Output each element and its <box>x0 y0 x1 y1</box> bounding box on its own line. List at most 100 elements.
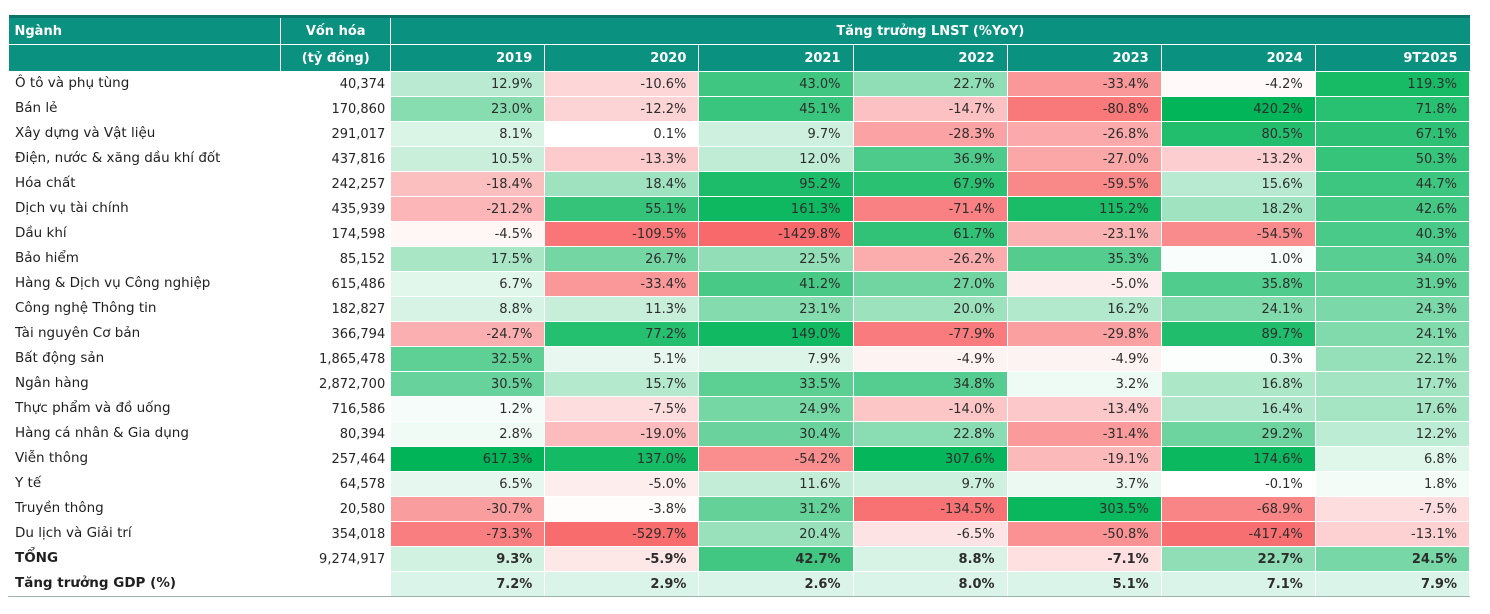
sector-row: Y tế 64,578 6.5% -5.0% 11.6% 9.7% 3.7% -0.1% 1.8… <box>7 471 1471 497</box>
growth-value-cell: -13.4% <box>1006 396 1162 422</box>
column-header-year-2020: 2020 <box>544 44 699 72</box>
total-growth-cell: 9.3% <box>390 546 546 572</box>
growth-value-cell: 1.2% <box>390 396 546 422</box>
growth-value-cell: -529.7% <box>544 521 700 547</box>
sector-row: Bảo hiểm 85,152 17.5% 26.7% 22.5% -26.2% 35.3%… <box>7 246 1471 272</box>
market-cap-cell: 366,794 <box>280 321 392 347</box>
growth-value-cell: -7.5% <box>1314 496 1471 522</box>
growth-value-cell: 29.2% <box>1160 421 1316 447</box>
market-cap-cell: 64,578 <box>280 471 392 497</box>
growth-value-cell: -417.4% <box>1160 521 1316 547</box>
gdp-label-cell: Tăng trưởng GDP (%) <box>7 571 392 597</box>
growth-value-cell: 9.7% <box>698 121 854 147</box>
sector-name-cell: Thực phẩm và đồ uống <box>7 396 282 422</box>
growth-value-cell: 18.2% <box>1160 196 1316 222</box>
total-growth-cell: -7.1% <box>1006 546 1162 572</box>
growth-value-cell: 149.0% <box>698 321 854 347</box>
growth-value-cell: -1429.8% <box>698 221 854 247</box>
growth-value-cell: -134.5% <box>852 496 1008 522</box>
sector-name-cell: Bảo hiểm <box>7 246 282 272</box>
growth-value-cell: 11.6% <box>698 471 854 497</box>
growth-value-cell: 31.9% <box>1314 271 1471 297</box>
growth-value-cell: 15.7% <box>544 371 700 397</box>
growth-value-cell: 33.5% <box>698 371 854 397</box>
growth-value-cell: 6.7% <box>390 271 546 297</box>
market-cap-cell: 182,827 <box>280 296 392 322</box>
growth-value-cell: 89.7% <box>1160 321 1316 347</box>
gdp-growth-row: Tăng trưởng GDP (%) 7.2% 2.9% 2.6% 8.0% 5.1% 7… <box>7 571 1471 597</box>
growth-value-cell: -71.4% <box>852 196 1008 222</box>
growth-value-cell: 0.1% <box>544 121 700 147</box>
growth-value-cell: -0.1% <box>1160 471 1316 497</box>
growth-value-cell: -4.2% <box>1160 71 1316 97</box>
growth-value-cell: 17.6% <box>1314 396 1471 422</box>
growth-value-cell: 23.1% <box>698 296 854 322</box>
growth-value-cell: 161.3% <box>698 196 854 222</box>
gdp-value-cell: 7.2% <box>390 571 546 597</box>
growth-value-cell: -26.2% <box>852 246 1008 272</box>
sector-name-cell: Du lịch và Giải trí <box>7 521 282 547</box>
growth-value-cell: -23.1% <box>1006 221 1162 247</box>
sector-row: Hàng & Dịch vụ Công nghiệp 615,486 6.7% -33… <box>7 271 1471 297</box>
growth-value-cell: -4.5% <box>390 221 546 247</box>
growth-value-cell: 30.4% <box>698 421 854 447</box>
growth-value-cell: 9.7% <box>852 471 1008 497</box>
growth-value-cell: 5.1% <box>544 346 700 372</box>
growth-value-cell: -24.7% <box>390 321 546 347</box>
growth-value-cell: -73.3% <box>390 521 546 547</box>
growth-value-cell: -13.3% <box>544 146 700 172</box>
growth-value-cell: -54.2% <box>698 446 854 472</box>
growth-value-cell: 24.9% <box>698 396 854 422</box>
growth-value-cell: 2.8% <box>390 421 546 447</box>
market-cap-cell: 257,464 <box>280 446 392 472</box>
sector-row: Hóa chất 242,257 -18.4% 18.4% 95.2% 67.9% -59.… <box>7 171 1471 197</box>
growth-value-cell: -18.4% <box>390 171 546 197</box>
sector-row: Thực phẩm và đồ uống 716,586 1.2% -7.5% 24.9… <box>7 396 1471 422</box>
sector-row: Du lịch và Giải trí 354,018 -73.3% -529.7% 2… <box>7 521 1471 547</box>
growth-value-cell: 119.3% <box>1314 71 1471 97</box>
growth-value-cell: -13.1% <box>1314 521 1471 547</box>
growth-value-cell: 303.5% <box>1006 496 1162 522</box>
growth-value-cell: 6.5% <box>390 471 546 497</box>
growth-value-cell: 16.8% <box>1160 371 1316 397</box>
sector-row: Công nghệ Thông tin 182,827 8.8% 11.3% 23.1%… <box>7 296 1471 322</box>
column-header-year-9T2025: 9T2025 <box>1314 44 1470 72</box>
growth-value-cell: 8.8% <box>390 296 546 322</box>
total-growth-cell: 8.8% <box>852 546 1008 572</box>
column-header-sector: Ngành <box>8 15 281 45</box>
sector-name-cell: Hàng & Dịch vụ Công nghiệp <box>7 271 282 297</box>
growth-value-cell: 24.3% <box>1314 296 1471 322</box>
total-label-cell: TỔNG <box>7 546 282 572</box>
sector-name-cell: Viễn thông <box>7 446 282 472</box>
table-body: Ô tô và phụ tùng 40,374 12.9% -10.6% 43.0% 22… <box>7 71 1471 597</box>
sector-name-cell: Ô tô và phụ tùng <box>7 71 282 97</box>
growth-value-cell: -14.7% <box>852 96 1008 122</box>
sector-name-cell: Bán lẻ <box>7 96 282 122</box>
gdp-value-cell: 5.1% <box>1006 571 1162 597</box>
sector-row: Dầu khí 174,598 -4.5% -109.5% -1429.8% 61.7% -… <box>7 221 1471 247</box>
sector-name-cell: Y tế <box>7 471 282 497</box>
growth-value-cell: 0.3% <box>1160 346 1316 372</box>
growth-value-cell: 22.8% <box>852 421 1008 447</box>
sector-row: Bán lẻ 170,860 23.0% -12.2% 45.1% -14.7% -80.8… <box>7 96 1471 122</box>
sector-name-cell: Dầu khí <box>7 221 282 247</box>
growth-value-cell: 12.2% <box>1314 421 1471 447</box>
growth-value-cell: -26.8% <box>1006 121 1162 147</box>
market-cap-cell: 716,586 <box>280 396 392 422</box>
growth-value-cell: 1.0% <box>1160 246 1316 272</box>
total-market-cap-cell: 9,274,917 <box>280 546 392 572</box>
sector-name-cell: Hóa chất <box>7 171 282 197</box>
growth-value-cell: 67.9% <box>852 171 1008 197</box>
growth-value-cell: 35.8% <box>1160 271 1316 297</box>
sector-row: Bất động sản 1,865,478 32.5% 5.1% 7.9% -4.9% -… <box>7 346 1471 372</box>
market-cap-cell: 174,598 <box>280 221 392 247</box>
growth-value-cell: 17.7% <box>1314 371 1471 397</box>
column-header-marketcap-unit: (tỷ đồng) <box>280 44 391 72</box>
growth-value-cell: 95.2% <box>698 171 854 197</box>
total-row: TỔNG 9,274,917 9.3% -5.9% 42.7% 8.8% -7.1% 22.7… <box>7 546 1471 572</box>
total-growth-cell: 24.5% <box>1314 546 1471 572</box>
sector-name-cell: Công nghệ Thông tin <box>7 296 282 322</box>
growth-value-cell: 40.3% <box>1314 221 1471 247</box>
sector-name-cell: Tài nguyên Cơ bản <box>7 321 282 347</box>
